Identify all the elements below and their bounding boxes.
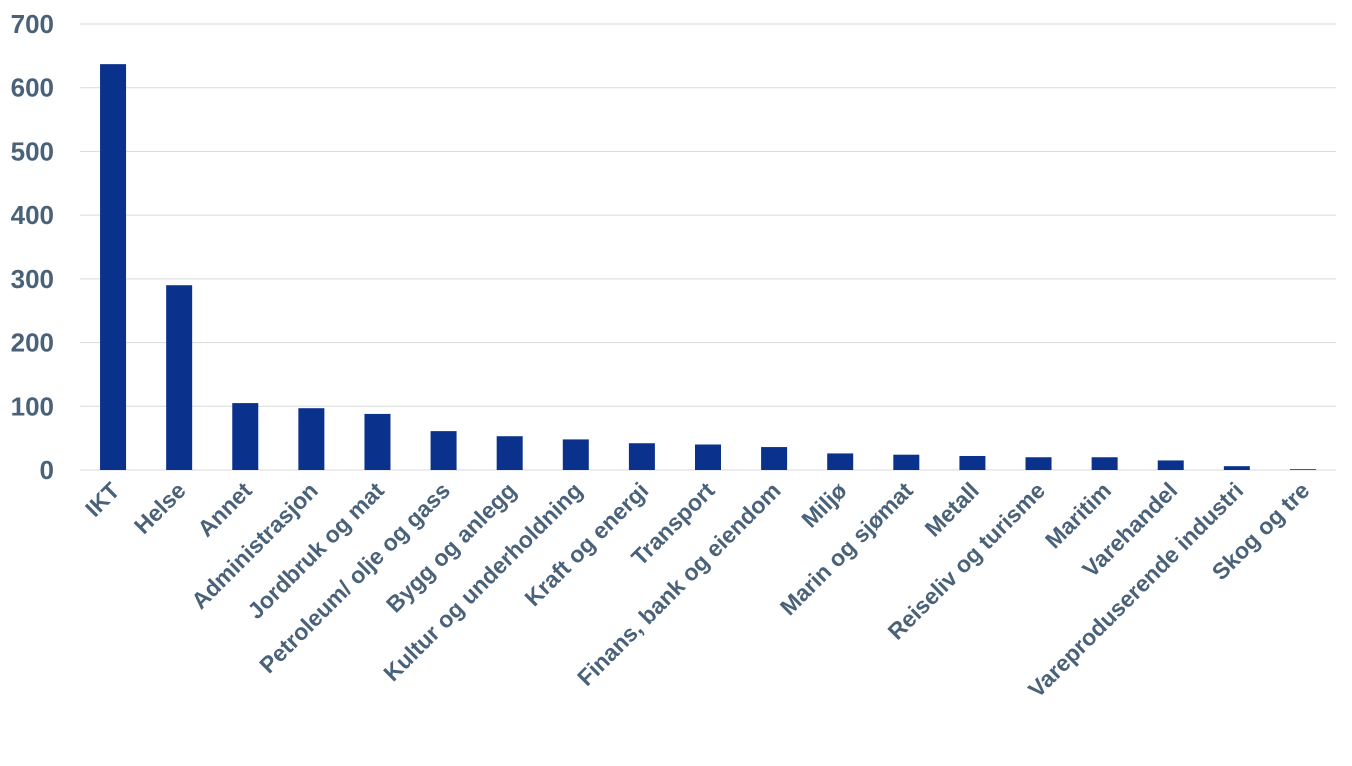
bar — [1289, 469, 1316, 470]
x-tick-label: Helse — [129, 477, 191, 539]
y-tick-label: 500 — [11, 136, 54, 166]
bar — [100, 64, 127, 470]
bar — [364, 413, 391, 470]
bar — [298, 408, 325, 470]
x-tick-label: IKT — [80, 477, 125, 522]
bar — [761, 447, 788, 470]
bar — [1157, 460, 1184, 470]
y-tick-label: 600 — [11, 73, 54, 103]
x-tick-label: Annet — [192, 477, 257, 542]
bars — [100, 64, 1316, 470]
y-tick-label: 400 — [11, 200, 54, 230]
bar — [562, 439, 589, 470]
bar — [1025, 457, 1052, 470]
bar — [1091, 457, 1118, 470]
y-tick-label: 700 — [11, 9, 54, 39]
y-tick-label: 100 — [11, 391, 54, 421]
bar — [430, 431, 457, 470]
bar — [166, 285, 193, 470]
bar — [893, 454, 920, 470]
y-tick-label: 200 — [11, 328, 54, 358]
bar — [695, 444, 721, 470]
grid-lines — [80, 23, 1336, 471]
bar — [959, 455, 986, 470]
y-tick-label: 300 — [11, 264, 54, 294]
bar — [827, 453, 854, 470]
bar — [1223, 466, 1250, 470]
bar — [496, 436, 523, 470]
bar — [628, 443, 655, 470]
x-tick-label: Metall — [919, 477, 983, 541]
x-tick-label: Miljø — [796, 477, 851, 532]
bar — [232, 403, 259, 470]
y-axis-tick-labels: 0 100 200 300 400 500 600 700 — [11, 9, 54, 485]
y-tick-label: 0 — [40, 455, 54, 485]
